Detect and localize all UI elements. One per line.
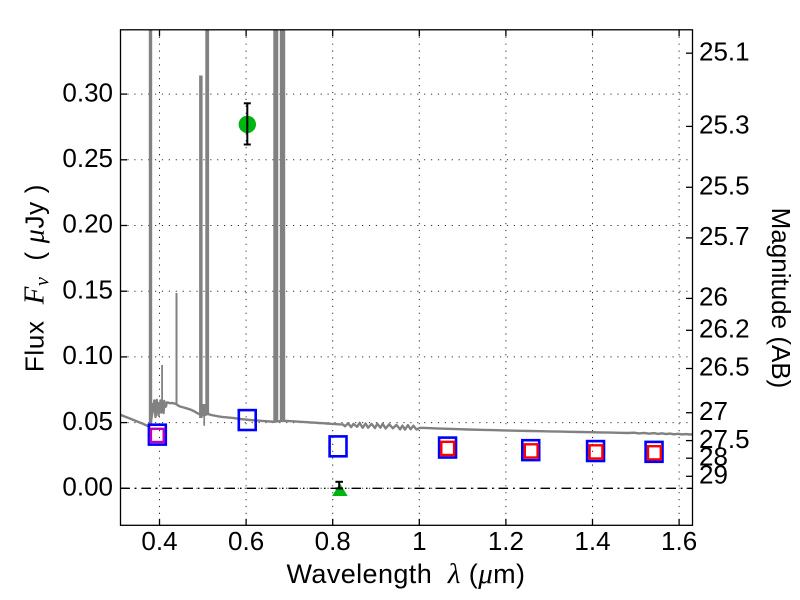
svg-text:1.4: 1.4: [574, 526, 610, 556]
svg-text:Wavelength λ (μm): Wavelength λ (μm): [287, 558, 526, 590]
svg-text:29: 29: [699, 460, 728, 490]
svg-text:25.1: 25.1: [699, 36, 750, 66]
svg-text:25.7: 25.7: [699, 221, 750, 251]
svg-text:0.05: 0.05: [62, 406, 113, 436]
svg-text:25.3: 25.3: [699, 110, 750, 140]
svg-text:0.6: 0.6: [228, 526, 264, 556]
svg-text:Magnitude (AB): Magnitude (AB): [766, 208, 796, 389]
svg-text:0.10: 0.10: [62, 340, 113, 370]
svg-text:0.4: 0.4: [141, 526, 177, 556]
svg-text:26.2: 26.2: [699, 314, 750, 344]
svg-text:27: 27: [699, 396, 728, 426]
svg-text:0.15: 0.15: [62, 274, 113, 304]
svg-text:0.8: 0.8: [315, 526, 351, 556]
svg-text:1.6: 1.6: [661, 526, 697, 556]
svg-text:27.5: 27.5: [699, 424, 750, 454]
svg-text:0.25: 0.25: [62, 143, 113, 173]
svg-text:1.2: 1.2: [488, 526, 524, 556]
svg-text:28: 28: [699, 441, 728, 471]
svg-text:1: 1: [412, 526, 426, 556]
svg-text:0.00: 0.00: [62, 472, 113, 502]
svg-text:26.5: 26.5: [699, 352, 750, 382]
svg-text:0.30: 0.30: [62, 77, 113, 107]
svg-text:26: 26: [699, 282, 728, 312]
svg-text:25.5: 25.5: [699, 171, 750, 201]
svg-text:0.20: 0.20: [62, 209, 113, 239]
